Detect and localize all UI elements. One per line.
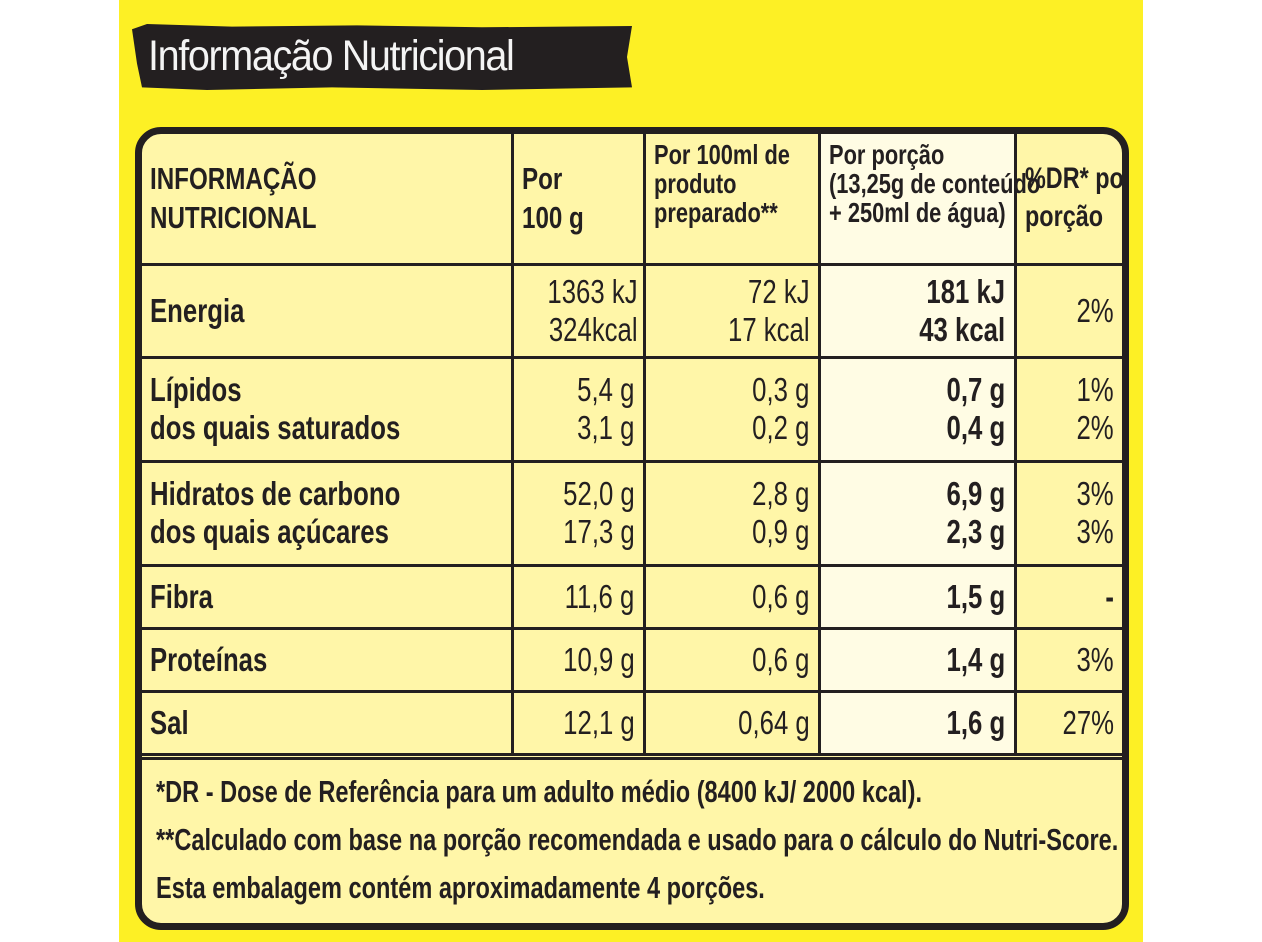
value-per-100ml: 72 kJ 17 kcal <box>642 262 821 359</box>
value-per-100ml: 0,64 g <box>642 689 821 756</box>
table-row-proteinas: Proteínas 10,9 g 0,6 g 1,4 g 3% <box>142 626 1122 693</box>
value-per-portion: 1,4 g <box>817 626 1017 693</box>
footnote-nutri-score: **Calculado com base na porção recomenda… <box>156 822 1119 857</box>
table-row-fibra: Fibra 11,6 g 0,6 g 1,5 g - <box>142 563 1122 630</box>
value-per-portion: 0,7 g 0,4 g <box>817 355 1017 463</box>
table-row-energia: Energia 1363 kJ 324kcal 72 kJ 17 kcal 181 … <box>142 262 1122 359</box>
header-nutrient: INFORMAÇÃO NUTRICIONAL <box>142 134 514 266</box>
value-per-100ml: 2,8 g 0,9 g <box>642 459 821 567</box>
value-per-100ml: 0,6 g <box>642 626 821 693</box>
header-per-100g: Por 100 g <box>510 134 646 266</box>
value-per-100g: 1363 kJ 324kcal <box>510 262 646 359</box>
nutrition-table-box: INFORMAÇÃO NUTRICIONAL Por 100 g Por 100ml… <box>135 127 1129 930</box>
value-per-100g: 52,0 g 17,3 g <box>510 459 646 567</box>
row-label: Energia <box>142 262 514 359</box>
table-row-sal: Sal 12,1 g 0,64 g 1,6 g 27% <box>142 689 1122 756</box>
table-header-row: INFORMAÇÃO NUTRICIONAL Por 100 g Por 100ml… <box>142 134 1122 266</box>
value-dr: 3% 3% <box>1013 459 1122 567</box>
value-dr: 1% 2% <box>1013 355 1122 463</box>
footnote-dr: *DR - Dose de Referência para um adulto … <box>156 774 923 809</box>
value-per-100g: 11,6 g <box>510 563 646 630</box>
value-dr: - <box>1013 563 1122 630</box>
row-label: Sal <box>142 689 514 756</box>
footnote-divider <box>142 757 1122 760</box>
nutrition-table: INFORMAÇÃO NUTRICIONAL Por 100 g Por 100ml… <box>142 134 1122 756</box>
row-label: Proteínas <box>142 626 514 693</box>
value-per-portion: 1,5 g <box>817 563 1017 630</box>
value-per-100g: 5,4 g 3,1 g <box>510 355 646 463</box>
row-label: Fibra <box>142 563 514 630</box>
row-label: Hidratos de carbono dos quais açúcares <box>142 459 514 567</box>
value-dr: 3% <box>1013 626 1122 693</box>
title-band <box>132 24 632 90</box>
footnotes: *DR - Dose de Referência para um adulto … <box>156 768 1119 912</box>
header-per-portion: Por porção (13,25g de conteúdo + 250ml de … <box>817 134 1040 266</box>
value-per-100g: 10,9 g <box>510 626 646 693</box>
page-title: Informação Nutricional <box>148 32 515 80</box>
table-row-lipidos: Lípidos dos quais saturados 5,4 g 3,1 g 0,… <box>142 355 1122 463</box>
header-dr-percent: %DR* por porção <box>1013 134 1122 266</box>
value-per-portion: 1,6 g <box>817 689 1017 756</box>
header-per-100ml: Por 100ml de produto preparado** <box>642 134 821 266</box>
value-dr: 2% <box>1013 262 1122 359</box>
value-per-100g: 12,1 g <box>510 689 646 756</box>
value-per-100ml: 0,6 g <box>642 563 821 630</box>
table-row-hidratos: Hidratos de carbono dos quais açúcares 52… <box>142 459 1122 567</box>
value-per-portion: 181 kJ 43 kcal <box>817 262 1017 359</box>
row-label: Lípidos dos quais saturados <box>142 355 514 463</box>
value-per-portion: 6,9 g 2,3 g <box>817 459 1017 567</box>
footnote-portions: Esta embalagem contém aproximadamente 4 … <box>156 870 765 905</box>
value-per-100ml: 0,3 g 0,2 g <box>642 355 821 463</box>
value-dr: 27% <box>1013 689 1122 756</box>
